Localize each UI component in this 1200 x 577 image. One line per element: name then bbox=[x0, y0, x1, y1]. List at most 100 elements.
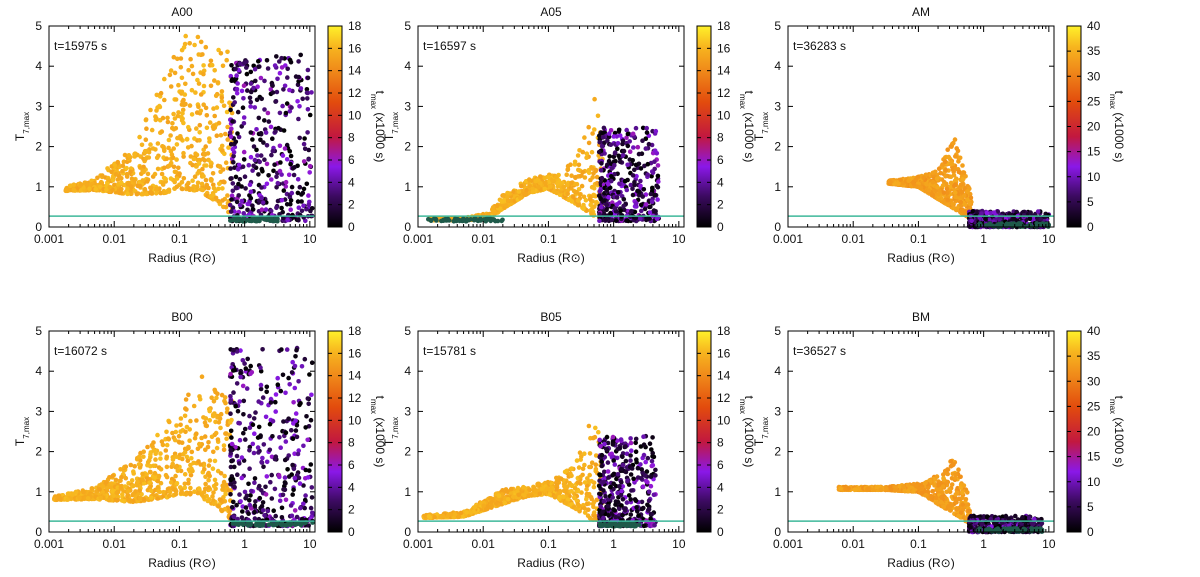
data-point bbox=[171, 164, 177, 170]
data-point bbox=[185, 145, 191, 150]
data-point bbox=[206, 497, 212, 502]
data-point bbox=[197, 122, 203, 128]
data-point bbox=[252, 157, 258, 163]
data-point bbox=[197, 394, 202, 399]
data-point bbox=[237, 177, 243, 182]
data-point bbox=[201, 173, 206, 179]
data-point bbox=[285, 217, 291, 223]
data-point bbox=[214, 445, 220, 451]
data-point bbox=[231, 514, 237, 520]
data-point bbox=[218, 425, 223, 431]
data-point bbox=[174, 481, 180, 486]
data-point bbox=[632, 182, 637, 188]
data-point bbox=[291, 466, 297, 472]
data-point bbox=[550, 178, 555, 183]
data-point bbox=[258, 131, 264, 136]
data-point bbox=[198, 92, 204, 97]
data-point bbox=[132, 178, 137, 183]
data-point bbox=[162, 165, 167, 171]
data-point bbox=[208, 83, 214, 89]
data-point bbox=[287, 382, 293, 387]
data-point bbox=[212, 78, 217, 83]
data-point bbox=[265, 508, 271, 514]
data-point bbox=[270, 148, 276, 154]
scatter-points bbox=[426, 96, 661, 224]
data-point bbox=[200, 166, 205, 172]
colorbar-tick-label: 18 bbox=[348, 19, 362, 33]
data-point bbox=[229, 441, 235, 447]
data-point bbox=[218, 51, 224, 56]
data-point bbox=[633, 201, 639, 206]
data-point bbox=[584, 155, 589, 160]
data-point bbox=[270, 83, 275, 88]
colorbar-tick-label: 8 bbox=[348, 131, 355, 145]
data-point bbox=[275, 198, 281, 204]
data-point bbox=[234, 90, 240, 96]
data-point bbox=[140, 178, 146, 183]
data-point bbox=[296, 217, 301, 222]
time-label: t=36283 s bbox=[793, 39, 846, 53]
data-point bbox=[194, 164, 199, 169]
x-tick-label: 0.01 bbox=[842, 232, 866, 246]
data-point bbox=[230, 119, 235, 124]
data-point bbox=[581, 206, 586, 211]
data-point bbox=[589, 211, 594, 216]
chart-title: A05 bbox=[540, 5, 562, 19]
data-point bbox=[620, 138, 626, 143]
data-point bbox=[613, 218, 619, 223]
data-point bbox=[173, 464, 179, 470]
data-point bbox=[230, 77, 235, 82]
data-point bbox=[589, 149, 595, 155]
data-point bbox=[199, 435, 204, 441]
y-tick-label: 3 bbox=[35, 99, 42, 113]
data-point bbox=[196, 52, 201, 57]
data-point bbox=[224, 57, 229, 63]
data-point bbox=[143, 137, 149, 142]
data-point bbox=[630, 131, 636, 137]
data-point bbox=[145, 171, 151, 177]
data-point bbox=[308, 462, 314, 467]
data-point bbox=[282, 83, 288, 89]
x-tick-label: 10 bbox=[672, 232, 686, 246]
data-point bbox=[265, 110, 271, 116]
data-point bbox=[243, 505, 249, 510]
data-point bbox=[650, 170, 656, 176]
data-point bbox=[292, 508, 298, 513]
plot-frame bbox=[48, 25, 316, 228]
data-point bbox=[588, 202, 593, 208]
data-point bbox=[212, 68, 217, 73]
data-point bbox=[187, 103, 193, 108]
data-point bbox=[616, 190, 621, 195]
data-point bbox=[949, 161, 955, 167]
data-point bbox=[142, 186, 148, 192]
data-point bbox=[223, 131, 228, 137]
colorbar-label: tmax (x1000 s) bbox=[1109, 91, 1127, 163]
data-point bbox=[259, 207, 265, 212]
data-point bbox=[569, 173, 574, 178]
data-point bbox=[582, 175, 588, 180]
data-point bbox=[651, 208, 657, 213]
data-point bbox=[944, 186, 950, 192]
data-point bbox=[624, 187, 630, 193]
data-point bbox=[294, 347, 299, 353]
data-point bbox=[151, 448, 156, 453]
data-point bbox=[622, 178, 628, 184]
data-point bbox=[936, 166, 942, 171]
data-point bbox=[171, 127, 177, 132]
data-point bbox=[172, 70, 178, 76]
data-point bbox=[118, 478, 123, 483]
data-point bbox=[241, 157, 247, 162]
data-point bbox=[231, 217, 237, 223]
data-point bbox=[247, 182, 253, 187]
data-point bbox=[180, 111, 185, 116]
data-point bbox=[119, 186, 124, 192]
data-point bbox=[171, 487, 177, 492]
data-point bbox=[174, 142, 180, 147]
data-point bbox=[216, 420, 222, 425]
data-point bbox=[291, 487, 296, 493]
data-point bbox=[225, 193, 230, 198]
data-point bbox=[304, 90, 310, 96]
data-point bbox=[280, 103, 285, 109]
data-point bbox=[228, 107, 233, 113]
